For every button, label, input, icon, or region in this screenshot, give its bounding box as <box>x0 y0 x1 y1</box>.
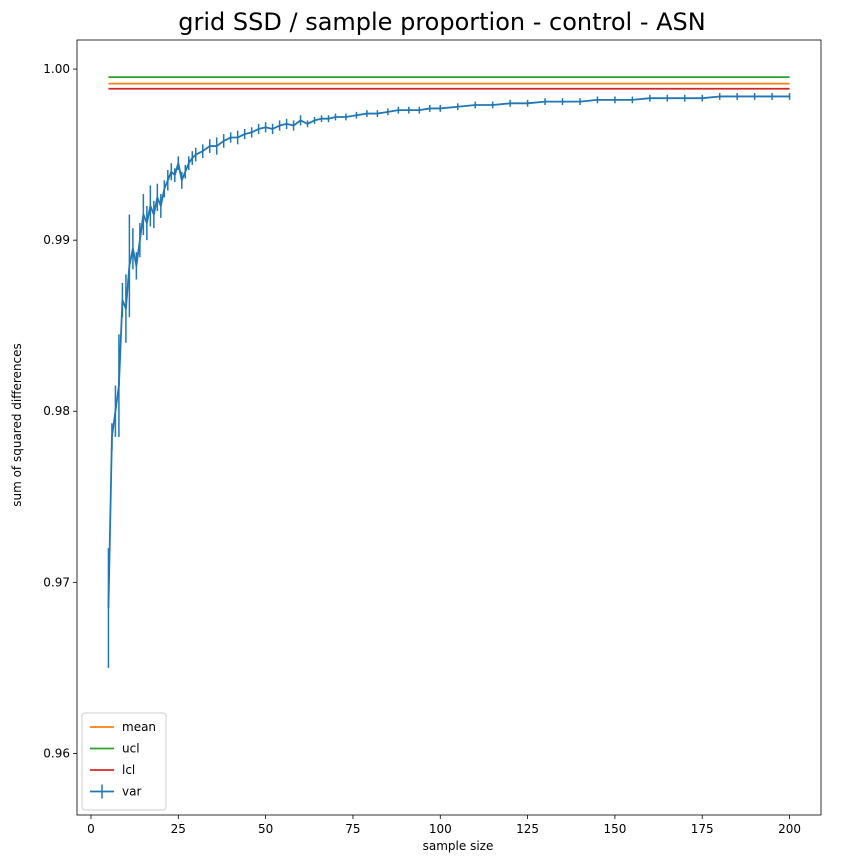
x-tick-label: 75 <box>345 822 360 836</box>
series-lines <box>107 95 790 609</box>
x-axis: 0 25 50 75 100 125 150 175 200 <box>87 815 801 836</box>
x-tick-label: 175 <box>691 822 714 836</box>
x-tick-label: 200 <box>778 822 801 836</box>
y-axis: 0.96 0.97 0.98 0.99 1.00 <box>43 62 77 760</box>
legend-label-ucl: ucl <box>122 742 140 756</box>
x-tick-label: 0 <box>87 822 95 836</box>
y-tick-label: 0.96 <box>43 746 70 760</box>
x-tick-label: 150 <box>603 822 626 836</box>
y-axis-label: sum of squared differences <box>10 343 24 507</box>
reference-lines <box>108 76 790 90</box>
legend: mean ucl lcl var <box>81 712 167 811</box>
y-tick-label: 1.00 <box>43 62 70 76</box>
y-tick-label: 0.97 <box>43 575 70 589</box>
legend-label-mean: mean <box>122 720 156 734</box>
y-tick-label: 0.99 <box>43 233 70 247</box>
legend-label-var: var <box>122 785 141 799</box>
x-tick-label: 50 <box>258 822 273 836</box>
x-tick-label: 100 <box>429 822 452 836</box>
error-bars <box>107 93 791 668</box>
legend-box <box>81 712 167 811</box>
plot-frame <box>76 39 822 816</box>
x-tick-label: 125 <box>516 822 539 836</box>
x-tick-label: 25 <box>171 822 186 836</box>
y-tick-label: 0.98 <box>43 404 70 418</box>
legend-label-lcl: lcl <box>122 763 135 777</box>
x-axis-label: sample size <box>423 839 494 853</box>
var-series-line <box>107 95 790 609</box>
plot-area <box>76 39 822 816</box>
chart-title: grid SSD / sample proportion - control -… <box>178 8 705 36</box>
